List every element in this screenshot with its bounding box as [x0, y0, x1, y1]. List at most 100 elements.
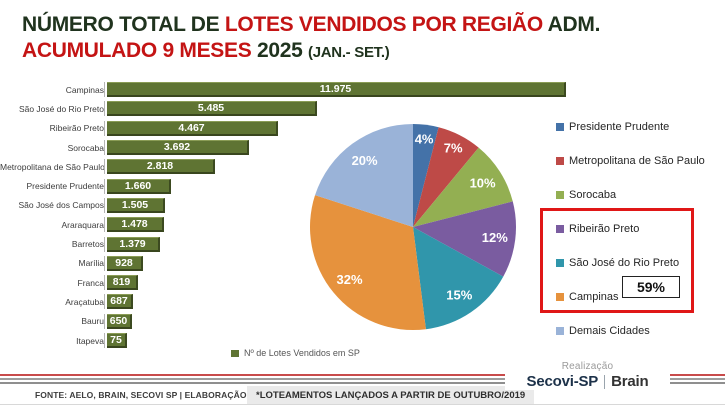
bar-value-label: 75 [110, 334, 122, 346]
bar-category-label: Campinas [65, 84, 104, 95]
bar-category-label: São José do Rio Preto [18, 103, 104, 114]
bar: 1.660 [107, 178, 171, 194]
legend-item: Ribeirão Preto [556, 212, 705, 246]
bar-track: 650 [104, 313, 600, 329]
realizacao-block: Realização Secovi-SP Brain [505, 361, 670, 390]
bar-value-label: 650 [109, 314, 128, 327]
bar: 3.692 [107, 140, 249, 156]
bar: 1.478 [107, 217, 164, 233]
bar-track: 687 [104, 294, 600, 310]
bar-value-label: 5.485 [197, 102, 225, 115]
bar-row: Campinas 11.975 [0, 80, 600, 99]
bar-row: Metropolitana de São Paulo 2.818 [0, 157, 600, 176]
legend-marker-icon [556, 225, 564, 233]
bar: 687 [107, 294, 133, 310]
divider-line [0, 378, 508, 380]
bar-row: Presidente Prudente 1.660 [0, 176, 600, 195]
legend-label: Metropolitana de São Paulo [569, 155, 705, 167]
legend-item: Demais Cidades [556, 314, 705, 348]
bar-category-label: Sorocaba [67, 142, 104, 153]
page-title: NÚMERO TOTAL DE LOTES VENDIDOS POR REGIÃ… [22, 12, 600, 63]
divider-line [668, 374, 725, 376]
bar-value-label: 928 [115, 256, 133, 269]
bar-category-label: São José dos Campos [18, 200, 104, 211]
title-segment: NÚMERO TOTAL DE [22, 13, 225, 36]
bar-category-label: Barretos [71, 239, 104, 250]
pie-slice [413, 227, 504, 330]
legend-label: Campinas [569, 291, 619, 303]
bar-track: 75 [104, 333, 600, 348]
bar-row: Araçatuba 687 [0, 292, 600, 311]
pie-chart: 4% 7% 10% 12% 15% 32% 20% [309, 124, 516, 331]
pie-slice [413, 127, 479, 227]
legend-marker-icon [556, 157, 564, 165]
bar-row: Itapeva 75 [0, 331, 600, 350]
legend-label: Demais Cidades [569, 325, 650, 337]
source-text: FONTE: AELO, BRAIN, SECOVI SP | ELABORAÇ… [35, 390, 277, 400]
footnote-box: *LOTEAMENTOS LANÇADOS A PARTIR DE OUTUBR… [247, 386, 535, 405]
pie-slice [413, 201, 516, 277]
bar-track: 819 [104, 275, 600, 291]
bar-legend-label: Nº de Lotes Vendidos em SP [244, 348, 360, 358]
title-line-2: ACUMULADO 9 MESES 2025 (JAN.- SET.) [22, 38, 600, 64]
pie-percent-label: 32% [336, 272, 362, 287]
highlight-box [540, 208, 694, 313]
title-segment: 2025 [256, 38, 309, 62]
divider-line [0, 374, 508, 376]
legend-item: Campinas [556, 280, 705, 314]
legend-item: Sorocaba [556, 178, 705, 212]
bar-category-label: Araraquara [61, 219, 104, 230]
divider-stripes-left [0, 374, 508, 384]
bar: 1.379 [107, 236, 160, 252]
pie-percent-label: 4% [415, 132, 434, 147]
bar-category-label: Araçatuba [65, 296, 104, 307]
pie-slice [413, 147, 513, 227]
secovi-sp-logo: Secovi-SP [526, 373, 599, 390]
bar-row: Marília 928 [0, 254, 600, 273]
title-segment: ADM. [547, 13, 601, 36]
legend-item: Metropolitana de São Paulo [556, 144, 705, 178]
bar-value-label: 1.660 [124, 179, 152, 192]
pie-percent-label: 12% [482, 230, 508, 245]
annotation-59-percent: 59% [622, 276, 680, 298]
bar-chart: Campinas 11.975 São José do Rio Preto 5.485… [0, 80, 600, 350]
pie-slice [309, 195, 426, 331]
bar-track: 1.660 [104, 178, 600, 194]
bar-value-label: 4.467 [178, 121, 205, 134]
bar-value-label: 1.379 [119, 237, 146, 250]
bar-track: 5.485 [104, 101, 600, 117]
bar: 75 [107, 333, 127, 348]
realizacao-label: Realização [561, 361, 614, 372]
bar-row: Bauru 650 [0, 312, 600, 331]
bar: 819 [107, 275, 138, 291]
bar: 5.485 [107, 101, 317, 117]
pie-percent-label: 7% [444, 141, 463, 156]
bar: 4.467 [107, 120, 278, 136]
legend-marker-icon [556, 123, 564, 131]
bar-row: Franca 819 [0, 273, 600, 292]
bar-row: Araraquara 1.478 [0, 215, 600, 234]
bar-value-label: 687 [110, 295, 128, 308]
brand-separator [604, 374, 606, 389]
bar: 928 [107, 255, 143, 271]
bar-track: 1.505 [104, 197, 600, 213]
bar: 2.818 [107, 159, 215, 175]
bar-value-label: 11.975 [319, 83, 352, 96]
title-segment: ACUMULADO 9 MESES [22, 38, 257, 62]
bar-category-label: Metropolitana de São Paulo [0, 161, 105, 172]
divider-line [0, 382, 508, 384]
legend-marker-icon [556, 327, 564, 335]
bar: 1.505 [107, 197, 165, 213]
bar-row: São José do Rio Preto 5.485 [0, 99, 600, 118]
divider-line [668, 382, 725, 384]
brand-logos: Secovi-SP Brain [505, 373, 670, 390]
bar-category-label: Bauru [81, 316, 104, 327]
legend-label: Presidente Prudente [569, 121, 670, 133]
title-period: (JAN.- SET.) [308, 43, 390, 61]
bar-row: Ribeirão Preto 4.467 [0, 119, 600, 138]
bar-category-label: Franca [77, 277, 104, 288]
legend-item: Presidente Prudente [556, 110, 705, 144]
bar-category-label: Marília [78, 258, 104, 269]
bar-chart-legend: Nº de Lotes Vendidos em SP [231, 348, 360, 358]
